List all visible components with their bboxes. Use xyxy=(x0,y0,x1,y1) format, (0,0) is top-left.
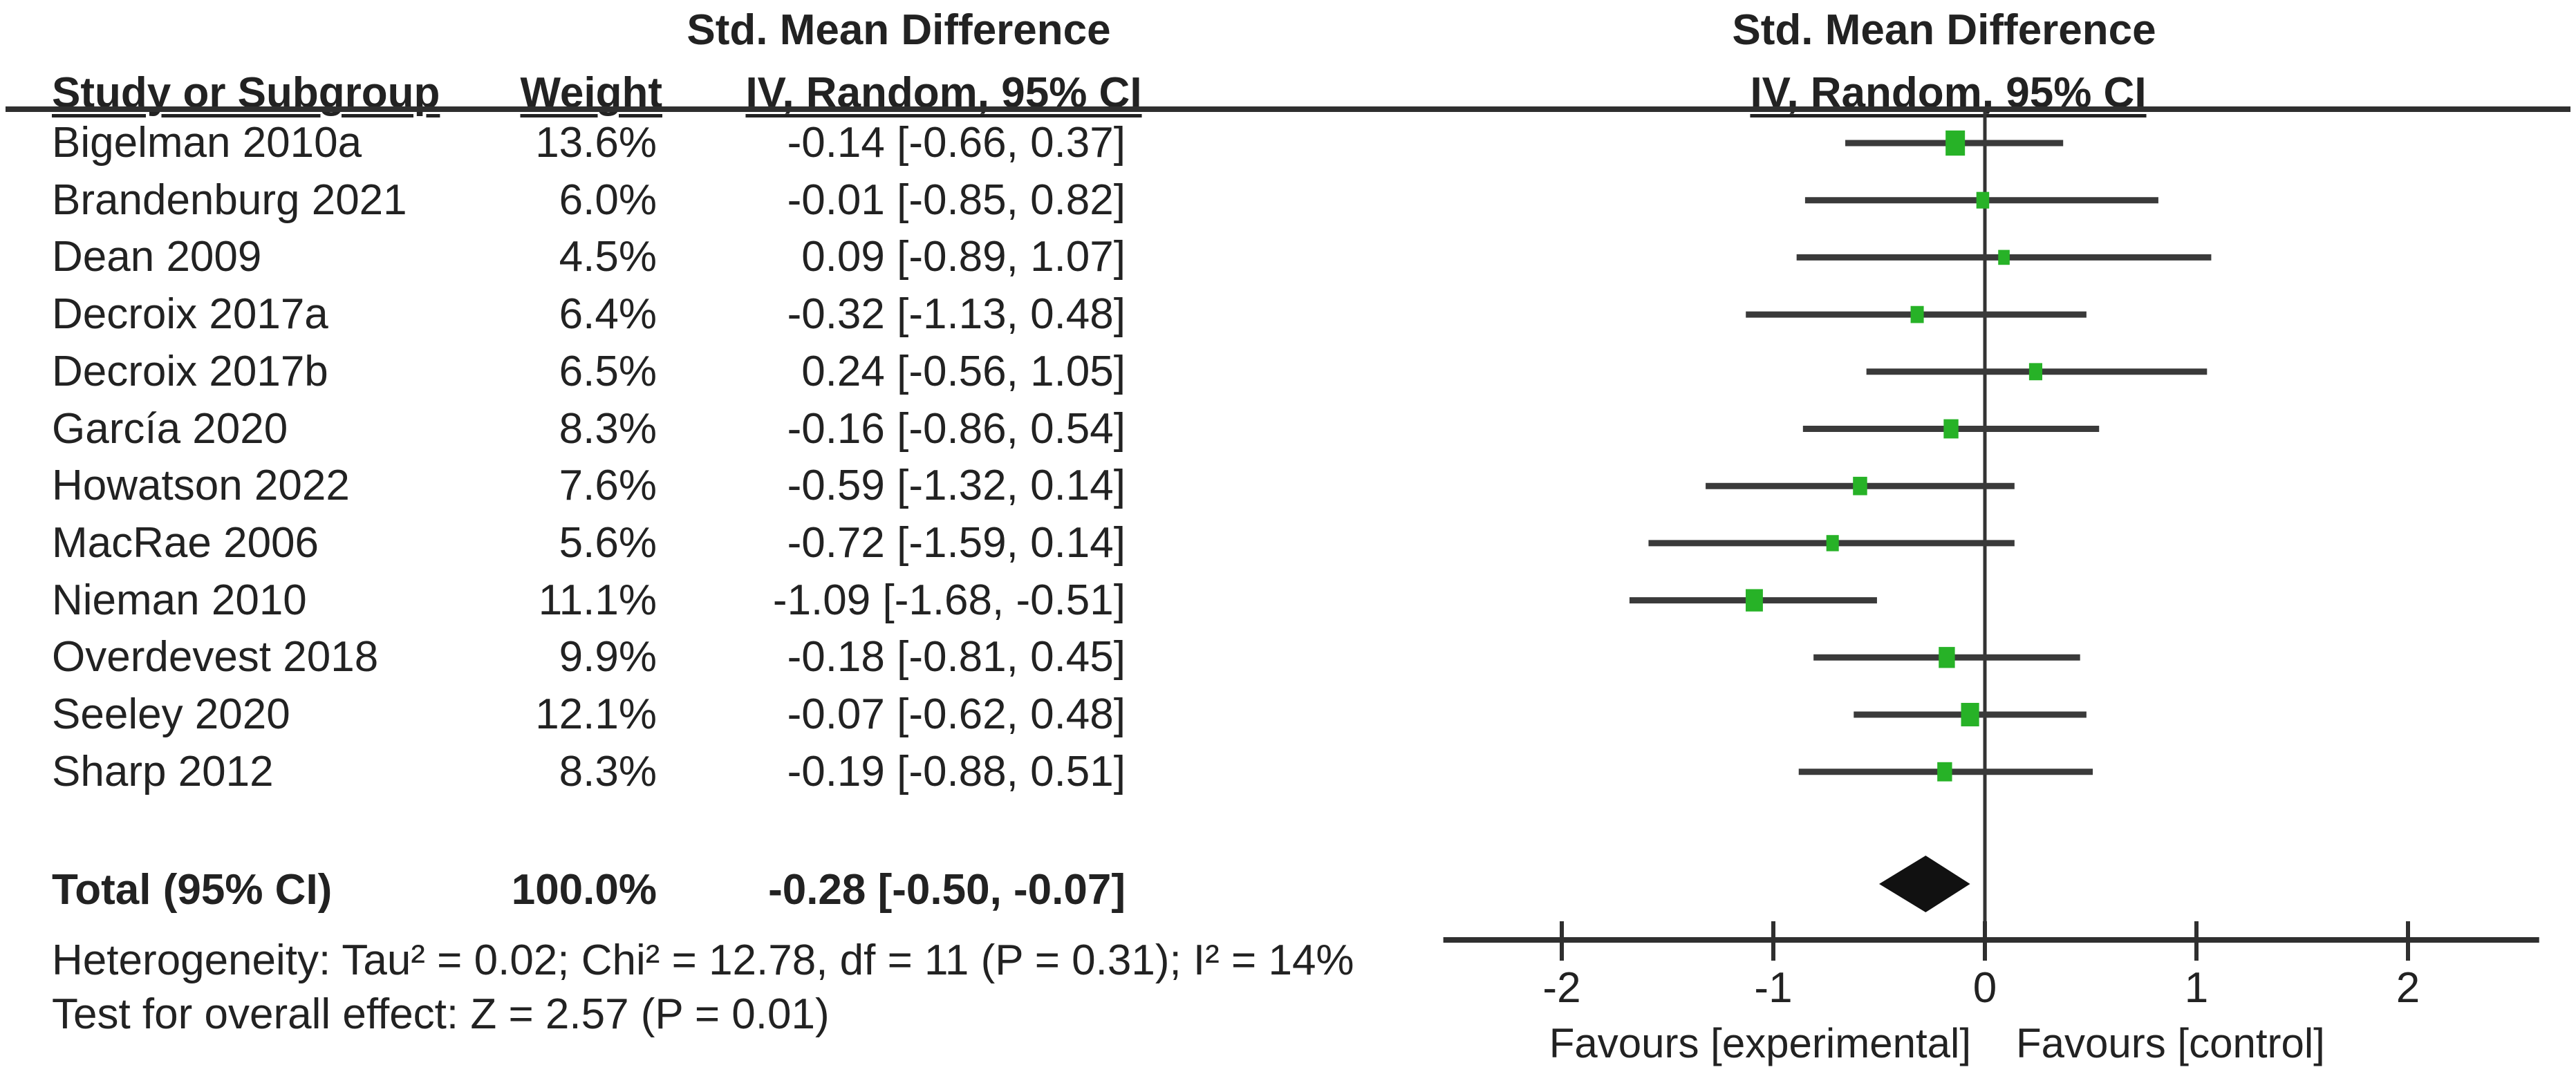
effect-square xyxy=(1945,130,1966,156)
study-ci-text: -0.19 [-0.88, 0.51] xyxy=(787,748,1126,795)
study-ci-text: -0.32 [-1.13, 0.48] xyxy=(787,290,1126,338)
study-weight: 8.3% xyxy=(559,748,657,795)
total-row-ci: -0.28 [-0.50, -0.07] xyxy=(768,866,1126,914)
study-ci-text: -0.07 [-0.62, 0.48] xyxy=(787,690,1126,738)
x-axis-tick-label: -2 xyxy=(1542,964,1580,1012)
study-weight: 13.6% xyxy=(535,119,657,167)
effect-square xyxy=(1943,419,1959,439)
study-ci-text: -0.59 [-1.32, 0.14] xyxy=(787,462,1126,509)
study-ci-text: -0.01 [-0.85, 0.82] xyxy=(787,176,1126,224)
study-weight: 5.6% xyxy=(559,519,657,567)
study-weight: 4.5% xyxy=(559,233,657,281)
study-name: Decroix 2017a xyxy=(52,290,328,338)
study-weight: 6.0% xyxy=(559,176,657,224)
x-axis-tick-label: 2 xyxy=(2396,964,2420,1012)
study-name: Bigelman 2010a xyxy=(52,119,362,167)
study-name: Brandenburg 2021 xyxy=(52,176,407,224)
study-name: Overdevest 2018 xyxy=(52,633,379,681)
total-diamond xyxy=(1879,856,1970,912)
effect-square xyxy=(1853,476,1867,496)
study-ci-text: -1.09 [-1.68, -0.51] xyxy=(772,576,1126,624)
effect-square xyxy=(2028,363,2043,381)
study-weight: 8.3% xyxy=(559,405,657,453)
effect-square xyxy=(1826,535,1839,552)
x-axis-tick-label: 0 xyxy=(1973,964,1997,1012)
study-ci-text: -0.14 [-0.66, 0.37] xyxy=(787,119,1126,167)
study-weight: 9.9% xyxy=(559,633,657,681)
study-ci-text: -0.72 [-1.59, 0.14] xyxy=(787,519,1126,567)
effect-square xyxy=(1937,762,1952,782)
effect-square xyxy=(1939,647,1955,668)
effect-square xyxy=(1976,191,1990,209)
study-weight: 12.1% xyxy=(535,690,657,738)
study-name: Seeley 2020 xyxy=(52,690,290,738)
overall-effect-stats: Test for overall effect: Z = 2.57 (P = 0… xyxy=(52,990,830,1038)
study-ci-text: -0.18 [-0.81, 0.45] xyxy=(787,633,1126,681)
study-ci-text: 0.24 [-0.56, 1.05] xyxy=(801,348,1126,395)
total-row-label: Total (95% CI) xyxy=(52,866,333,914)
plot-header-line1: Std. Mean Difference xyxy=(1732,6,2156,54)
study-ci-text: -0.16 [-0.86, 0.54] xyxy=(787,405,1126,453)
study-ci-text: 0.09 [-0.89, 1.07] xyxy=(801,233,1126,281)
x-axis-tick-label: 1 xyxy=(2185,964,2208,1012)
effect-square xyxy=(1998,249,2010,265)
study-weight: 11.1% xyxy=(538,576,657,624)
study-name: Decroix 2017b xyxy=(52,348,328,395)
effect-square xyxy=(1910,305,1924,323)
total-row-weight: 100.0% xyxy=(511,866,657,914)
study-name: MacRae 2006 xyxy=(52,519,319,567)
study-name: Nieman 2010 xyxy=(52,576,307,624)
favours-left-label: Favours [experimental] xyxy=(1549,1020,1971,1066)
study-weight: 7.6% xyxy=(559,462,657,509)
x-axis-tick-label: -1 xyxy=(1754,964,1792,1012)
effect-square xyxy=(1746,589,1763,612)
study-weight: 6.4% xyxy=(559,290,657,338)
study-name: Dean 2009 xyxy=(52,233,262,281)
favours-right-label: Favours [control] xyxy=(2016,1020,2325,1066)
study-weight: 6.5% xyxy=(559,348,657,395)
heterogeneity-stats: Heterogeneity: Tau² = 0.02; Chi² = 12.78… xyxy=(52,936,1354,984)
study-name: Howatson 2022 xyxy=(52,462,350,509)
study-name: García 2020 xyxy=(52,405,288,453)
effect-column-header-line1: Std. Mean Difference xyxy=(687,6,1111,54)
study-name: Sharp 2012 xyxy=(52,748,274,795)
effect-square xyxy=(1961,703,1979,726)
